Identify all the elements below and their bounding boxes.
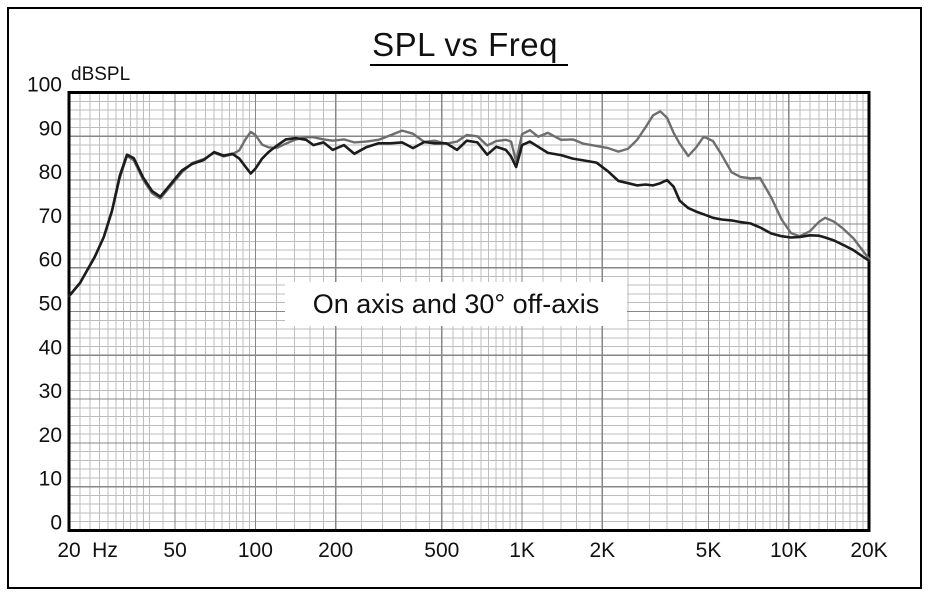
x-tick-label: 1K (509, 539, 535, 562)
chart-title-text: SPL vs Freq (370, 26, 568, 67)
curve-off-axis (67, 110, 871, 298)
x-tick-label: 10K (770, 539, 807, 562)
x-axis-unit-label: Hz (92, 539, 118, 562)
x-tick-label: 50 (163, 539, 186, 562)
curve-on-axis (67, 136, 871, 298)
y-axis-unit-label: dBSPL (71, 64, 131, 85)
y-tick-label: 30 (39, 380, 62, 403)
y-tick-label: 60 (39, 249, 62, 272)
x-tick-label: 500 (424, 539, 459, 562)
y-tick-label: 80 (39, 161, 62, 184)
x-tick-label: 5K (696, 539, 722, 562)
x-tick-labels: 20 50 100 200 500 1K 2K 5K 10K 20K Hz (57, 539, 887, 562)
y-tick-label: 70 (39, 205, 62, 228)
y-tick-label: 90 (39, 117, 62, 140)
y-tick-label: 40 (39, 336, 62, 359)
y-tick-label: 0 (50, 512, 62, 535)
y-tick-label: 20 (39, 424, 62, 447)
x-tick-label: 200 (318, 539, 353, 562)
annotation-label: On axis and 30° off-axis (285, 282, 627, 326)
x-tick-label: 2K (589, 539, 615, 562)
x-tick-label: 20K (850, 539, 887, 562)
axis-frame (67, 91, 871, 532)
x-tick-label: 20 (57, 539, 80, 562)
y-tick-label: 10 (39, 468, 62, 491)
y-tick-label: 50 (39, 293, 62, 316)
chart-title: SPL vs Freq (69, 26, 869, 67)
y-tick-label: 100 (27, 74, 62, 97)
x-tick-label: 100 (238, 539, 273, 562)
